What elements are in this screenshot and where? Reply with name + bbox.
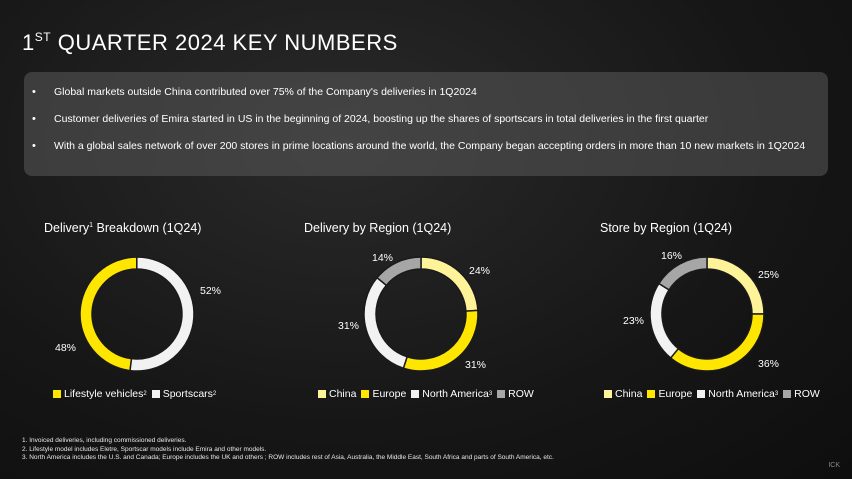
data-label: 24% xyxy=(469,265,491,277)
page-title: 1ST QUARTER 2024 KEY NUMBERS xyxy=(22,30,398,55)
data-label: 25% xyxy=(758,269,780,281)
donut-chart-delivery-breakdown xyxy=(79,256,195,372)
legend-item: Lifestyle vehicles 2 xyxy=(53,388,147,400)
chart-title-delivery-breakdown: Delivery1 Breakdown (1Q24) xyxy=(44,221,202,235)
legend: China Europe North America 3 ROW xyxy=(604,388,825,400)
footnotes: 1. Invoiced deliveries, including commis… xyxy=(22,437,554,463)
legend-item: Europe xyxy=(361,388,406,400)
data-label: 31% xyxy=(338,320,360,332)
legend-item: Sportscars 2 xyxy=(151,388,216,400)
donut-slice-row xyxy=(657,256,708,291)
data-label: 48% xyxy=(55,342,77,354)
brand-logo: ICK xyxy=(828,462,840,469)
donut-slice-china xyxy=(706,256,765,315)
donut-chart-store-by-region xyxy=(649,256,765,372)
footnote: 2. Lifestyle model includes Eletre, Spor… xyxy=(22,445,267,453)
donut-slice-europe xyxy=(669,313,765,372)
data-label: 36% xyxy=(758,358,780,370)
legend-item: North America 3 xyxy=(411,388,492,400)
data-label: 52% xyxy=(200,285,222,297)
highlights-panel: Global markets outside China contributed… xyxy=(24,72,828,176)
legend: China Europe North America 3 ROW xyxy=(318,388,539,400)
data-label: 23% xyxy=(623,315,645,327)
footnote: 1. Invoiced deliveries, including commis… xyxy=(22,437,187,444)
legend-item: China xyxy=(604,388,642,400)
data-label: 16% xyxy=(661,250,683,262)
legend: Lifestyle vehicles 2 Sportscars 2 xyxy=(53,388,221,400)
legend-item: ROW xyxy=(783,388,820,400)
chart-title-delivery-by-region: Delivery by Region (1Q24) xyxy=(304,221,452,235)
donut-chart-delivery-by-region xyxy=(363,256,479,372)
legend-item: China xyxy=(318,388,356,400)
highlight-bullet: Global markets outside China contributed… xyxy=(32,86,828,99)
data-label: 31% xyxy=(465,359,487,371)
highlight-bullet: With a global sales network of over 200 … xyxy=(32,140,828,153)
chart-title-store-by-region: Store by Region (1Q24) xyxy=(600,221,733,235)
donut-slice-sportscars xyxy=(129,256,195,372)
legend-item: ROW xyxy=(497,388,534,400)
legend-item: North America 3 xyxy=(697,388,778,400)
donut-slice-row xyxy=(376,256,422,287)
donut-slice-north-america xyxy=(649,282,680,359)
legend-item: Europe xyxy=(647,388,692,400)
highlight-bullet: Customer deliveries of Emira started in … xyxy=(32,113,828,126)
donut-slice-lifestyle-vehicles xyxy=(79,256,138,372)
footnote: 3. North America includes the U.S. and C… xyxy=(22,454,554,461)
data-label: 14% xyxy=(372,252,394,264)
donut-slice-north-america xyxy=(363,276,409,370)
